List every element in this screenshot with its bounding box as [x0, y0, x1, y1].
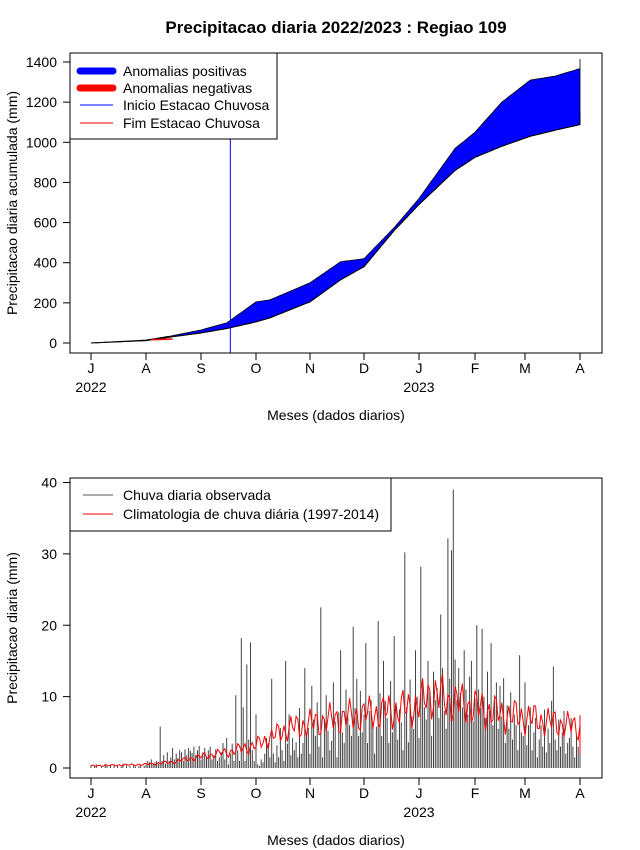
x-year-label: 2022 [75, 804, 106, 820]
y-tick-label: 10 [41, 689, 57, 705]
y-tick-label: 200 [34, 295, 58, 311]
x-tick-label: M [519, 360, 531, 376]
legend-label-fim-estacao: Fim Estacao Chuvosa [123, 115, 260, 131]
bottom-legend-box [69, 477, 392, 532]
y-tick-label: 1400 [26, 54, 57, 70]
bottom-legend: Chuva diaria observada Climatologia de c… [69, 477, 392, 532]
bottom-x-axis-label: Meses (dados diarios) [267, 832, 405, 848]
x-tick-label: F [471, 360, 480, 376]
x-tick-label: A [141, 785, 151, 801]
y-tick-label: 40 [41, 475, 57, 491]
legend-label-climatologia: Climatologia de chuva diária (1997-2014) [123, 506, 379, 522]
top-y-axis-label: Precipitacao diaria acumulada (mm) [4, 91, 20, 315]
x-tick-label: J [88, 785, 95, 801]
bottom-y-axis-label: Precipitacao diaria (mm) [4, 552, 20, 704]
bottom-chart-data [90, 489, 581, 768]
x-tick-label: J [416, 360, 423, 376]
x-tick-label: O [251, 360, 262, 376]
x-tick-label: J [416, 785, 423, 801]
x-tick-label: D [359, 785, 369, 801]
x-tick-label: D [359, 360, 369, 376]
x-year-label: 2023 [403, 804, 434, 820]
top-plot-box [69, 52, 603, 354]
top-legend: Anomalias positivas Anomalias negativas … [69, 52, 278, 140]
x-tick-label: M [519, 785, 531, 801]
legend-label-anomalias-positivas: Anomalias positivas [123, 63, 247, 79]
top-chart-data [90, 53, 581, 353]
y-tick-label: 600 [34, 215, 58, 231]
x-year-label: 2022 [75, 379, 106, 395]
y-tick-label: 1200 [26, 94, 57, 110]
x-tick-label: O [251, 785, 262, 801]
x-tick-label: F [471, 785, 480, 801]
x-tick-label: S [196, 785, 205, 801]
top-legend-box [69, 52, 278, 140]
y-tick-label: 800 [34, 174, 58, 190]
x-year-label: 2023 [403, 379, 434, 395]
y-tick-label: 1000 [26, 134, 57, 150]
y-tick-label: 0 [49, 335, 57, 351]
x-tick-label: A [575, 360, 585, 376]
legend-label-anomalias-negativas: Anomalias negativas [123, 80, 252, 96]
y-tick-label: 20 [41, 617, 57, 633]
climatology-cumulative-line [90, 113, 581, 344]
x-tick-label: S [196, 360, 205, 376]
climatology-line [90, 674, 581, 767]
legend-label-chuva-observada: Chuva diaria observada [123, 487, 271, 503]
x-tick-label: N [305, 360, 315, 376]
top-chart-title: Precipitacao diaria 2022/2023 : Regiao 1… [165, 18, 506, 37]
top-x-axis-label: Meses (dados diarios) [267, 407, 405, 423]
legend-label-inicio-estacao: Inicio Estacao Chuvosa [123, 97, 270, 113]
x-tick-label: A [575, 785, 585, 801]
y-tick-label: 400 [34, 255, 58, 271]
negative-anomaly-segment [151, 338, 173, 341]
x-tick-label: A [141, 360, 151, 376]
x-tick-label: N [305, 785, 315, 801]
x-tick-label: J [88, 360, 95, 376]
y-tick-label: 0 [49, 760, 57, 776]
y-tick-label: 30 [41, 546, 57, 562]
